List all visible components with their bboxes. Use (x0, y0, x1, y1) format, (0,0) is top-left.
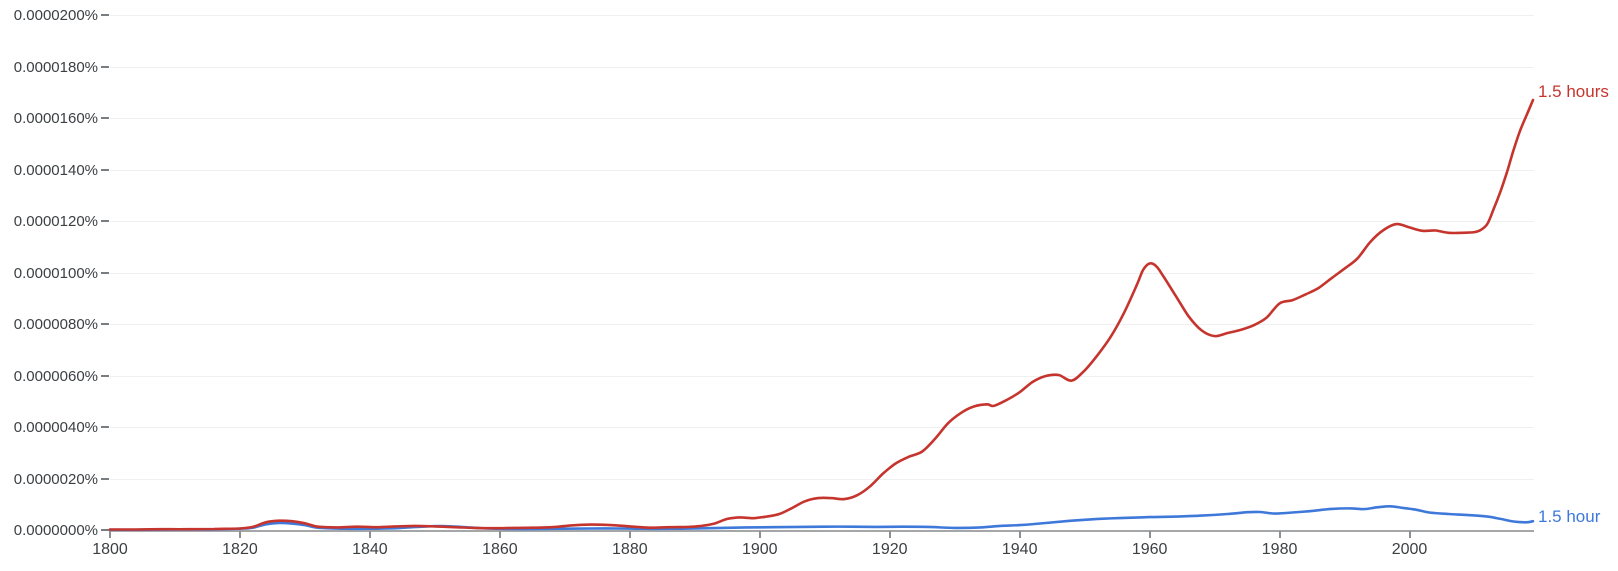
x-axis-line (110, 530, 1534, 532)
gridline (110, 221, 1534, 222)
x-axis-label: 1900 (741, 541, 778, 558)
y-axis-label: 0.0000180% (13, 58, 98, 76)
y-axis-tick (101, 220, 109, 222)
series-end-label-1-5-hour: 1.5 hour (1538, 507, 1601, 526)
y-axis-tick (101, 117, 109, 119)
y-axis-tick (101, 14, 109, 16)
x-axis-label: 1980 (1261, 541, 1298, 558)
y-axis-label: 0.0000060% (13, 367, 98, 385)
gridline (110, 15, 1534, 16)
series-line-1-5-hour[interactable] (108, 504, 1535, 532)
x-axis-tick (758, 531, 761, 538)
y-axis-label: 0.0000140% (13, 161, 98, 179)
x-axis-tick (628, 531, 631, 538)
x-axis-label: 1880 (612, 541, 648, 558)
y-axis-label: 0.0000020% (13, 470, 98, 488)
x-axis-label: 2000 (1391, 541, 1428, 558)
y-axis-tick (101, 168, 109, 171)
y-axis-tick (101, 477, 109, 480)
x-axis-label: 1940 (1001, 541, 1038, 558)
series-end-label-1-5-hours: 1.5 hours (1538, 82, 1609, 101)
x-axis-label: 1800 (92, 541, 128, 558)
y-axis-label: 0.0000100% (13, 264, 98, 282)
y-axis-label: 0.0000080% (13, 316, 98, 333)
series-line-1-5-hours[interactable] (108, 98, 1535, 531)
gridline (110, 427, 1534, 428)
gridline (110, 66, 1534, 68)
y-axis-label: 0.0000040% (13, 419, 98, 436)
y-axis-label: 0.0000160% (13, 110, 98, 127)
gridline (110, 375, 1534, 377)
x-axis-tick (368, 531, 371, 538)
x-axis-label: 1840 (352, 541, 388, 558)
y-axis-label: 0.0000000% (13, 522, 98, 539)
y-axis-tick (101, 271, 109, 274)
x-axis-label: 1860 (482, 541, 518, 558)
x-axis-label: 1920 (871, 541, 908, 558)
gridline (110, 478, 1534, 480)
x-axis-tick (1018, 531, 1021, 538)
x-axis-tick (1148, 531, 1151, 538)
x-axis-tick (1408, 531, 1411, 538)
y-axis-label: 0.0000200% (13, 7, 98, 24)
gridline (110, 324, 1534, 325)
x-axis-tick (1278, 531, 1281, 538)
gridline (110, 272, 1534, 274)
x-axis-tick (109, 531, 111, 538)
x-axis-label: 1820 (222, 541, 258, 558)
y-axis-tick (101, 323, 109, 325)
y-axis-label: 0.0000120% (13, 213, 98, 230)
x-axis-tick (238, 531, 241, 538)
gridline (110, 118, 1534, 119)
x-axis-label: 1960 (1131, 541, 1168, 558)
y-axis-tick (101, 65, 109, 68)
x-axis-tick (498, 531, 501, 538)
gridline (110, 169, 1534, 171)
y-axis-tick (101, 426, 109, 428)
y-axis-tick (101, 374, 109, 377)
y-axis-tick (101, 529, 109, 531)
x-axis-tick (888, 531, 891, 538)
